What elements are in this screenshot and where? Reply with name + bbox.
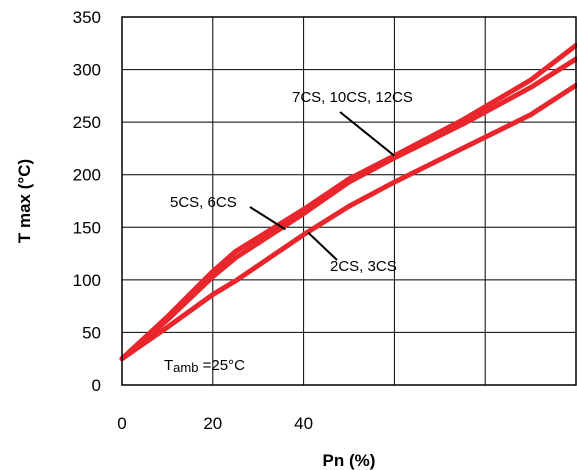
y-tick-label: 350: [73, 8, 101, 27]
y-tick-label: 150: [73, 218, 101, 237]
ambient-label-t: T: [164, 357, 173, 374]
annotation-leaders: [249, 111, 396, 261]
y-axis-title: T max (°C): [15, 159, 34, 243]
x-tick-labels: 0 20 40: [117, 414, 313, 433]
ambient-temperature-label: Tamb =25°C: [164, 357, 245, 375]
annotation-labels: 7CS, 10CS, 12CS 5CS, 6CS 2CS, 3CS: [170, 89, 413, 275]
annotation-leader-line: [307, 231, 338, 261]
x-tick-label: 40: [294, 414, 313, 433]
y-tick-label: 0: [92, 376, 101, 395]
annotation-label: 2CS, 3CS: [330, 258, 397, 275]
annotation-label: 7CS, 10CS, 12CS: [292, 89, 413, 106]
y-tick-labels: 0 50 100 150 200 250 300 350: [73, 8, 101, 395]
y-tick-label: 300: [73, 61, 101, 80]
series-line: [119, 42, 577, 362]
series-line: [119, 82, 577, 362]
x-axis-title: Pn (%): [323, 451, 376, 470]
ambient-label-sub: amb: [173, 360, 198, 375]
gridlines: [122, 17, 576, 385]
y-tick-label: 50: [82, 323, 101, 342]
plot-area-frame: [121, 16, 577, 386]
x-tick-label: 0: [117, 414, 126, 433]
annotation-label: 5CS, 6CS: [170, 194, 237, 211]
annotation-leader-line: [249, 206, 286, 231]
x-tick-label: 20: [203, 414, 222, 433]
y-tick-label: 100: [73, 271, 101, 290]
y-tick-label: 250: [73, 113, 101, 132]
series-group: [119, 42, 577, 362]
y-tick-label: 200: [73, 166, 101, 185]
series-line: [119, 56, 577, 362]
ambient-label-rest: =25°C: [198, 357, 245, 374]
annotation-leader-line: [339, 111, 396, 157]
